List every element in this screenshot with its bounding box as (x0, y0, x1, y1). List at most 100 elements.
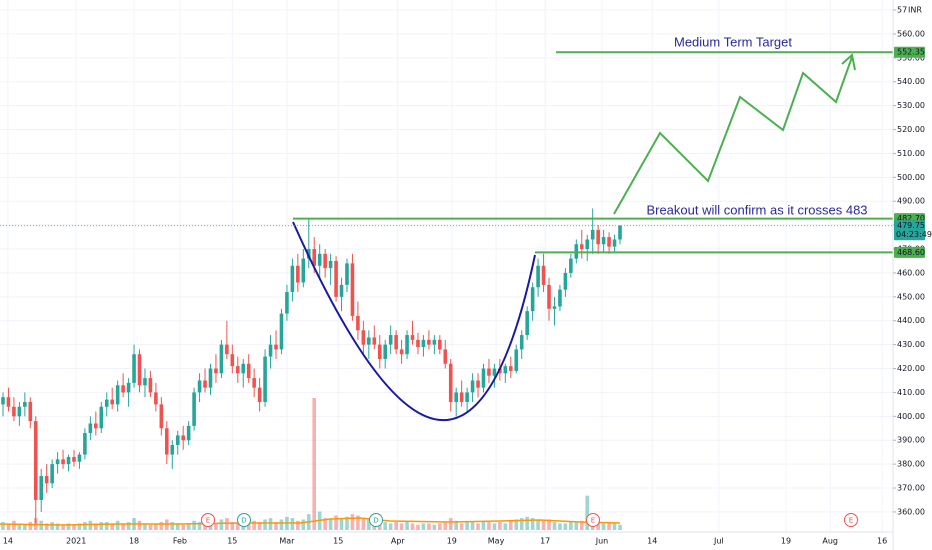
x-tick-label: 17 (540, 537, 550, 546)
y-tick-label: 370.00 (897, 484, 925, 493)
currency: INR (908, 6, 922, 15)
candle-body (547, 284, 551, 309)
candle-body (438, 339, 442, 350)
levels (0, 51, 893, 254)
candle-body (459, 392, 464, 402)
candle-body (72, 456, 76, 462)
countdown: 04:23:49 (896, 230, 932, 239)
candle-body (279, 313, 284, 350)
volume-ma (0, 517, 621, 526)
candle-body (263, 356, 267, 402)
volume-bar (476, 523, 480, 530)
candle-body (410, 335, 415, 340)
volume-bar (377, 522, 382, 530)
candle-body (94, 423, 98, 429)
candle-body (470, 380, 475, 393)
candle-body (323, 253, 327, 269)
x-tick-label: Apr (391, 537, 406, 546)
candle-body (301, 258, 306, 283)
volume-bar (612, 523, 617, 530)
price-label: 479.75 (897, 221, 925, 230)
candle-body (579, 244, 584, 250)
y-tick-label: 520.00 (897, 125, 925, 134)
volume-bar (115, 520, 120, 530)
volume-bar (508, 520, 513, 530)
candle-body (115, 385, 120, 405)
candle-body (252, 378, 256, 388)
volume-bar (536, 519, 540, 530)
volume-bar (175, 523, 180, 530)
candle-body (66, 456, 71, 465)
candle-body (607, 237, 611, 247)
volume-bar (492, 523, 497, 530)
volume-bar (405, 520, 409, 530)
candle-body (519, 335, 524, 350)
volume-bar (356, 515, 360, 530)
volume-bar (50, 522, 54, 530)
candle-body (432, 339, 437, 345)
y-tick-label: 500.00 (897, 173, 925, 182)
volume-bar (541, 520, 546, 530)
volume-bar (596, 522, 600, 530)
volume-bar (159, 522, 164, 530)
volume-bar (459, 523, 464, 530)
x-tick-label: 15 (227, 537, 237, 546)
price-label: 552.35 (897, 48, 925, 57)
candle-body (421, 339, 426, 348)
candle-body (99, 406, 104, 429)
candle-body (203, 380, 207, 388)
volume-bar (154, 523, 158, 530)
candle-body (214, 368, 218, 374)
candle-body (6, 397, 11, 407)
candle-body (246, 363, 251, 379)
volume-bar (110, 523, 115, 530)
x-tick-label: Jul (713, 537, 724, 546)
candle-body (170, 445, 175, 455)
volume-bar (181, 524, 185, 530)
volume-bar (323, 518, 327, 530)
volume-bar (388, 523, 393, 530)
volume-bar (421, 523, 426, 530)
volume-bar (607, 523, 611, 530)
volume-bar (552, 522, 557, 530)
y-tick-label: 400.00 (897, 412, 925, 421)
volume-bar (399, 523, 404, 530)
volume-bar (72, 524, 76, 530)
candle-body (296, 265, 300, 283)
candle-body (596, 229, 600, 245)
volume-bar (481, 520, 486, 530)
volume-bar (465, 522, 469, 530)
event-marker (237, 513, 251, 527)
volume-bar (104, 522, 109, 530)
grid (0, 0, 893, 532)
candle-body (427, 339, 431, 345)
candle-body (44, 476, 49, 484)
volume-bar (192, 520, 196, 530)
volume-bar (394, 522, 398, 530)
volume-bar (225, 518, 229, 530)
volume-bar (77, 523, 82, 530)
candle-body (383, 344, 388, 359)
projection-path (613, 56, 853, 215)
volume-bar (66, 523, 71, 530)
volume-bar (547, 519, 551, 530)
event-label: E (849, 517, 853, 525)
candle-body (208, 368, 213, 388)
candle-body (17, 406, 22, 417)
y-tick-label: 360.00 (897, 507, 925, 516)
y-tick-label: 460.00 (897, 268, 925, 277)
candle-body (350, 263, 355, 316)
x-tick-label: 19 (447, 537, 457, 546)
candle-body (241, 363, 246, 374)
candle-body (361, 330, 366, 345)
candle-body (225, 344, 229, 355)
price-label: 468.60 (897, 248, 925, 257)
x-tick-label: Feb (173, 537, 187, 546)
candle-body (448, 363, 453, 402)
volume-bar (170, 522, 175, 530)
event-marker (369, 513, 383, 527)
candle-body (367, 337, 371, 345)
candle-body (268, 344, 273, 357)
